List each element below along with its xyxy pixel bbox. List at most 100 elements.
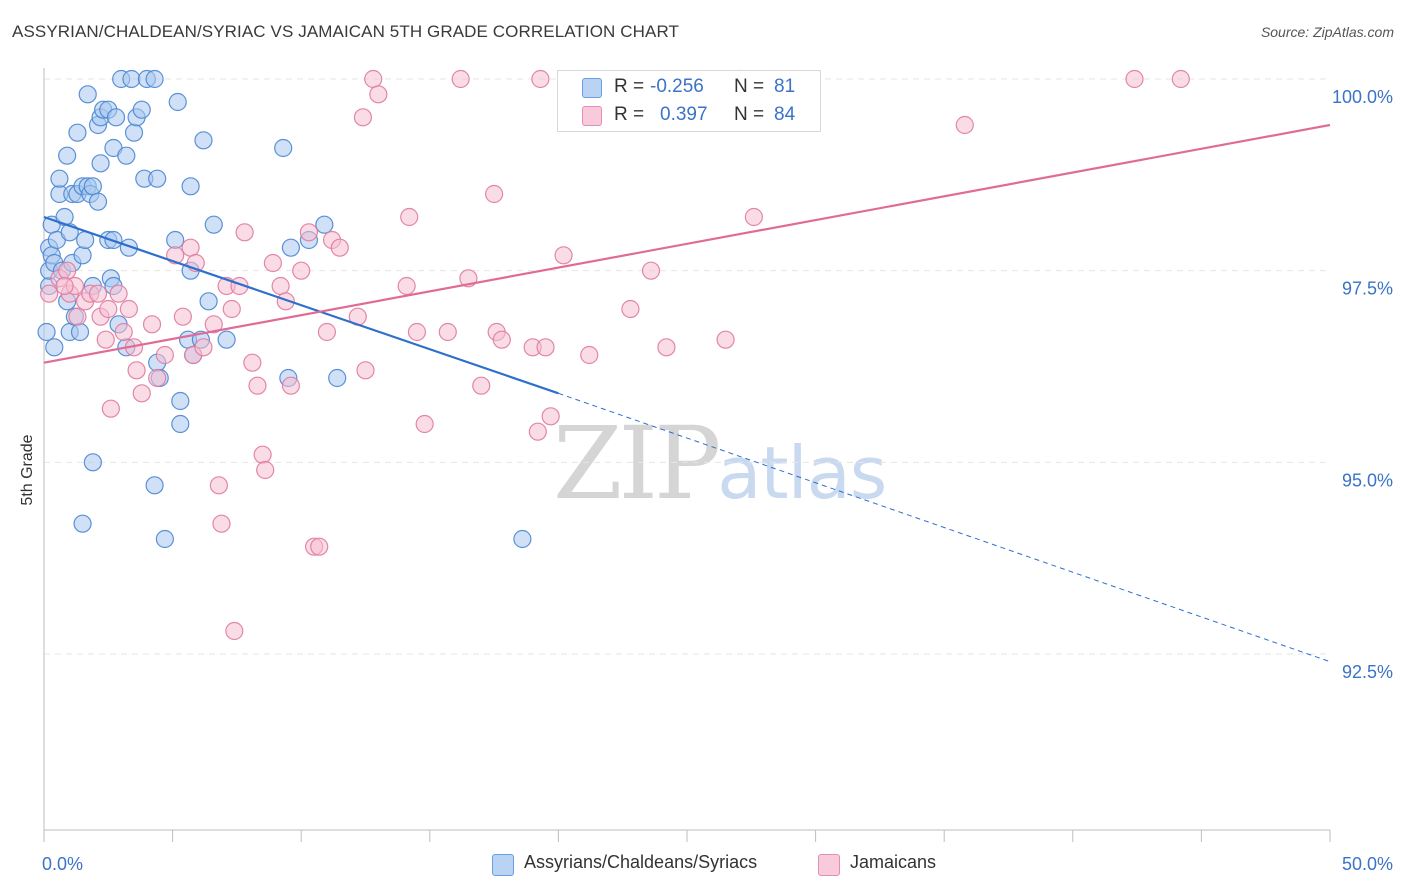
assyrian-point: [274, 138, 293, 158]
assyrian-point: [171, 414, 190, 434]
jamaican-point: [99, 299, 118, 319]
assyrian-point: [91, 154, 110, 173]
assyrian-point: [281, 238, 301, 257]
r-value: 0.397: [660, 104, 708, 125]
jamaican-point: [407, 322, 427, 342]
jamaican-point: [657, 338, 676, 357]
jamaican-point: [68, 307, 87, 326]
n-label: N =: [734, 76, 765, 97]
jamaican-point: [317, 322, 337, 342]
assyrian-point: [73, 246, 92, 265]
n-label: N =: [734, 104, 765, 125]
jamaican-point: [155, 345, 174, 365]
x-tick-label: 50.0%: [1342, 854, 1393, 874]
jamaican-point: [356, 361, 375, 380]
jamaican-point: [364, 69, 383, 89]
jamaican-point: [580, 345, 599, 365]
assyrian-point: [119, 238, 138, 257]
jamaican-point: [744, 207, 763, 227]
jamaican-point: [248, 376, 267, 395]
assyrian-point: [199, 292, 218, 311]
jamaican-point: [415, 414, 434, 434]
jamaican-point: [101, 399, 120, 418]
jamaican-point: [1125, 69, 1144, 89]
jamaican-point: [263, 253, 283, 273]
assyrian-point: [58, 146, 77, 165]
assyrians-swatch: [492, 854, 514, 876]
r-label: R =: [614, 76, 645, 97]
blue-swatch: [582, 78, 602, 98]
legend-label-jamaicans: Jamaicans: [850, 852, 937, 872]
jamaican-point: [310, 537, 329, 556]
x-tick-label: 0.0%: [42, 854, 83, 874]
jamaican-point: [148, 368, 167, 388]
watermark-zip: ZIP: [553, 405, 721, 522]
jamaican-point: [451, 69, 470, 89]
jamaican-point: [119, 299, 138, 319]
jamaican-point: [173, 307, 192, 326]
stats-legend: R = -0.256 N = 81 R = 0.397 N = 84: [557, 70, 821, 132]
series-legend: Assyrians/Chaldeans/Syriacs Jamaicans: [0, 852, 1406, 878]
assyrian-point: [37, 322, 56, 342]
y-tick-label: 97.5%: [1342, 279, 1393, 299]
jamaican-point: [716, 330, 735, 349]
assyrian-point: [513, 529, 532, 549]
assyrian-point: [168, 92, 187, 112]
assyrian-point: [78, 85, 97, 104]
source-label: Source: ZipAtlas.com: [1260, 24, 1394, 40]
assyrian-point: [171, 391, 190, 411]
assyrian-point: [70, 322, 90, 342]
assyrian-point: [122, 69, 141, 89]
jamaican-point: [109, 284, 128, 303]
r-value: -0.256: [650, 76, 704, 97]
jamaican-point: [55, 276, 74, 296]
r-label: R =: [614, 104, 645, 125]
assyrian-point: [315, 215, 334, 234]
jamaican-point: [209, 476, 228, 495]
watermark-atlas: atlas: [717, 431, 887, 515]
jamaican-point: [276, 292, 295, 311]
jamaican-point: [472, 376, 491, 395]
jamaican-point: [256, 460, 275, 480]
jamaican-point: [271, 276, 290, 296]
y-tick-label: 100.0%: [1332, 87, 1393, 107]
y-tick-label: 95.0%: [1342, 470, 1393, 490]
assyrian-point: [328, 368, 347, 388]
jamaican-point: [194, 338, 213, 357]
pink-swatch: [582, 106, 602, 126]
jamaican-point: [225, 621, 244, 641]
watermark: ZIPatlas: [553, 405, 887, 522]
jamaican-point: [88, 284, 108, 303]
assyrian-trend-extension: [558, 392, 1331, 663]
assyrian-point: [83, 453, 102, 472]
jamaican-point: [492, 330, 511, 349]
assyrian-point: [194, 131, 213, 150]
jamaican-point: [554, 246, 573, 265]
jamaican-point: [400, 207, 419, 227]
assyrian-point: [124, 123, 144, 142]
jamaican-point: [353, 108, 373, 127]
assyrian-point: [117, 146, 136, 165]
assyrian-point: [217, 330, 236, 349]
jamaican-point: [485, 184, 504, 204]
jamaican-point: [528, 422, 547, 441]
jamaican-point: [58, 261, 77, 280]
assyrian-point: [155, 529, 174, 549]
n-value: 81: [774, 76, 796, 97]
assyrian-point: [145, 69, 164, 89]
assyrian-point: [148, 169, 167, 188]
jamaicans-swatch: [818, 854, 840, 876]
jamaican-point: [955, 115, 974, 135]
jamaican-point: [96, 330, 115, 349]
jamaican-point: [292, 261, 311, 280]
chart-title: ASSYRIAN/CHALDEAN/SYRIAC VS JAMAICAN 5TH…: [12, 22, 680, 41]
jamaican-point: [1171, 69, 1190, 89]
jamaican-point: [222, 299, 241, 319]
jamaican-point: [235, 223, 254, 242]
jamaican-trend-line: [43, 123, 1331, 364]
jamaican-point: [40, 284, 59, 303]
assyrian-point: [166, 230, 185, 250]
jamaican-point: [531, 69, 550, 89]
assyrian-point: [68, 123, 87, 142]
